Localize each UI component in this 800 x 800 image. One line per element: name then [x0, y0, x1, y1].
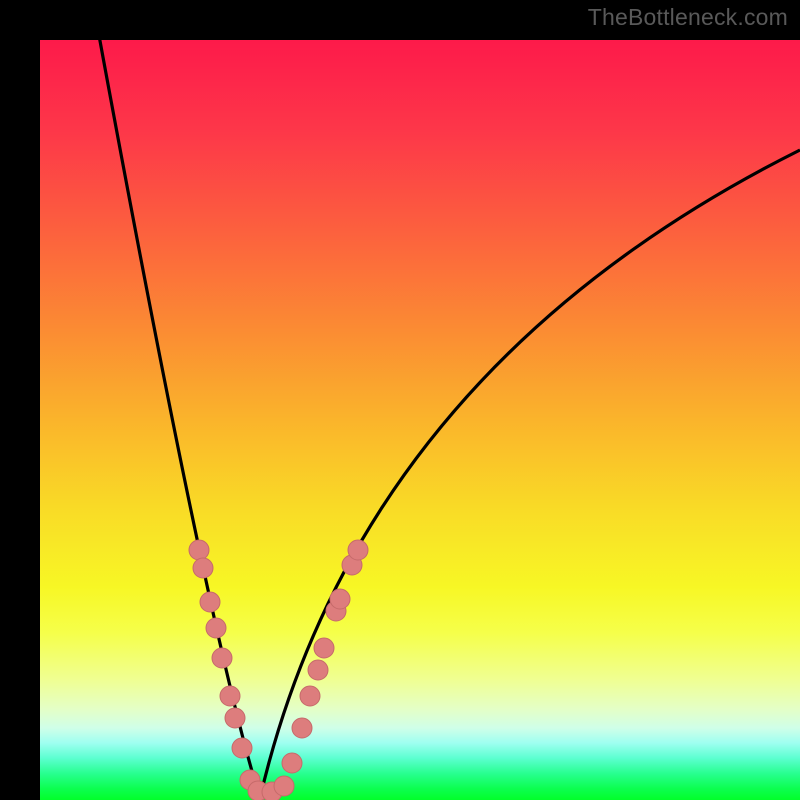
data-marker — [292, 718, 312, 738]
curve-right-arm — [260, 150, 800, 798]
data-marker — [300, 686, 320, 706]
data-marker — [232, 738, 252, 758]
data-marker — [282, 753, 302, 773]
data-marker — [348, 540, 368, 560]
curve-left-arm — [98, 40, 260, 798]
data-marker — [225, 708, 245, 728]
data-marker — [220, 686, 240, 706]
plot-area — [40, 40, 800, 800]
data-marker — [274, 776, 294, 796]
data-marker — [193, 558, 213, 578]
watermark-text: TheBottleneck.com — [588, 4, 788, 31]
data-marker — [330, 589, 350, 609]
data-marker — [200, 592, 220, 612]
data-marker — [206, 618, 226, 638]
data-marker — [308, 660, 328, 680]
curve-layer — [40, 40, 800, 800]
data-marker — [189, 540, 209, 560]
figure-root: TheBottleneck.com — [0, 0, 800, 800]
data-marker — [212, 648, 232, 668]
data-marker — [314, 638, 334, 658]
